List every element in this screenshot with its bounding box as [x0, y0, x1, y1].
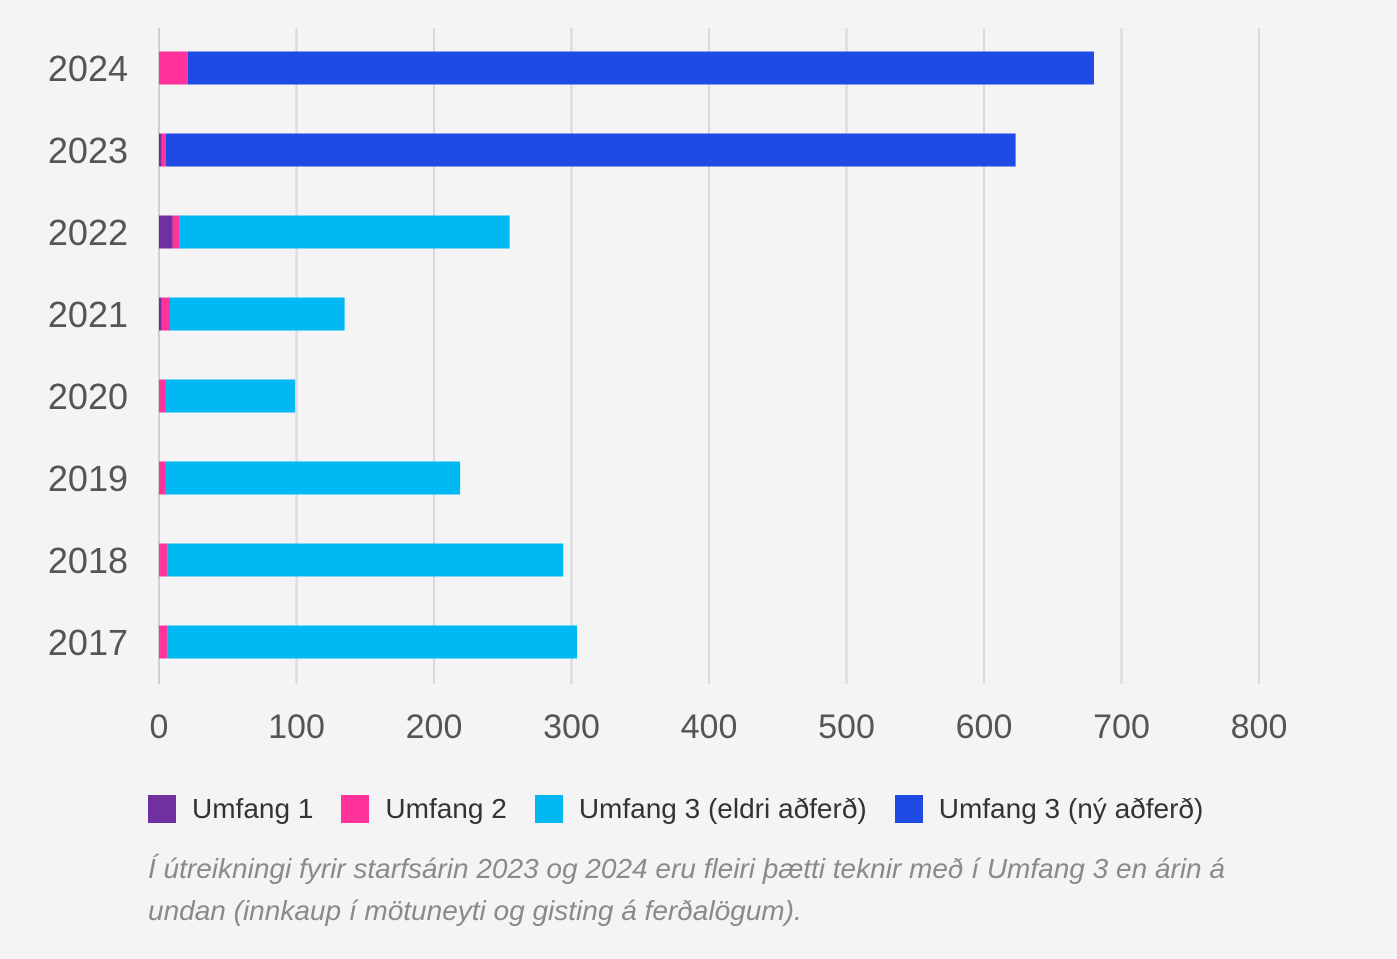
bar-segment — [187, 51, 1094, 85]
x-tick-label: 400 — [681, 708, 738, 746]
legend: Umfang 1 Umfang 2 Umfang 3 (eldri aðferð… — [148, 793, 1231, 825]
bar-segment — [172, 215, 180, 249]
legend-label: Umfang 3 (ný aðferð) — [938, 793, 1204, 824]
x-tick-label: 100 — [268, 708, 325, 746]
x-tick-label: 800 — [1231, 708, 1288, 746]
bar-segment — [159, 461, 166, 495]
bar-segment — [165, 133, 1016, 167]
bar-segment — [167, 625, 577, 659]
bar-segment — [161, 297, 170, 331]
legend-label: Umfang 3 (eldri aðferð) — [578, 793, 867, 824]
legend-label: Umfang 2 — [385, 793, 507, 824]
bar-segment — [165, 379, 296, 413]
legend-item-umfang-3-eldri: Umfang 3 (eldri aðferð) — [534, 793, 867, 825]
legend-swatch — [341, 795, 370, 823]
legend-item-umfang-3-ny: Umfang 3 (ný aðferð) — [894, 793, 1204, 825]
x-tick-label: 200 — [406, 708, 463, 746]
x-tick-label: 700 — [1093, 708, 1150, 746]
bar-segment — [159, 133, 162, 167]
legend-item-umfang-2: Umfang 2 — [341, 793, 507, 825]
bar-segment — [159, 543, 168, 577]
y-tick-label: 2021 — [48, 294, 128, 335]
bar-segment — [159, 379, 166, 413]
bar-segment — [159, 297, 162, 331]
legend-item-umfang-1: Umfang 1 — [148, 793, 313, 825]
chart-footnote: Í útreikningi fyrir starfsárin 2023 og 2… — [148, 853, 1225, 926]
y-tick-label: 2018 — [48, 540, 128, 581]
x-tick-label: 300 — [543, 708, 600, 746]
y-tick-label: 2023 — [48, 130, 128, 171]
bar-segment — [161, 133, 166, 167]
bar-segment — [159, 625, 168, 659]
legend-swatch — [534, 795, 563, 823]
chart-plot: 2024 2023 2022 2021 2020 2019 2018 2017 0 100 200… — [48, 28, 1288, 746]
y-tick-label: 2019 — [48, 458, 128, 499]
y-tick-label: 2017 — [48, 622, 128, 663]
legend-swatch — [148, 795, 176, 823]
y-tick-label: 2022 — [48, 212, 128, 253]
bar-segment — [159, 51, 188, 85]
y-tick-label: 2020 — [48, 376, 128, 417]
x-tick-label: 500 — [818, 708, 875, 746]
x-tick-label: 0 — [150, 708, 169, 746]
y-tick-label: 2024 — [48, 48, 128, 89]
bar-segment — [167, 543, 564, 577]
x-tick-label: 600 — [956, 708, 1013, 746]
bar-segment — [179, 215, 510, 249]
bar-segment — [165, 461, 461, 495]
bar-segment — [170, 297, 345, 331]
legend-label: Umfang 1 — [192, 793, 314, 824]
legend-swatch — [894, 795, 923, 823]
bar-segment — [159, 215, 173, 249]
